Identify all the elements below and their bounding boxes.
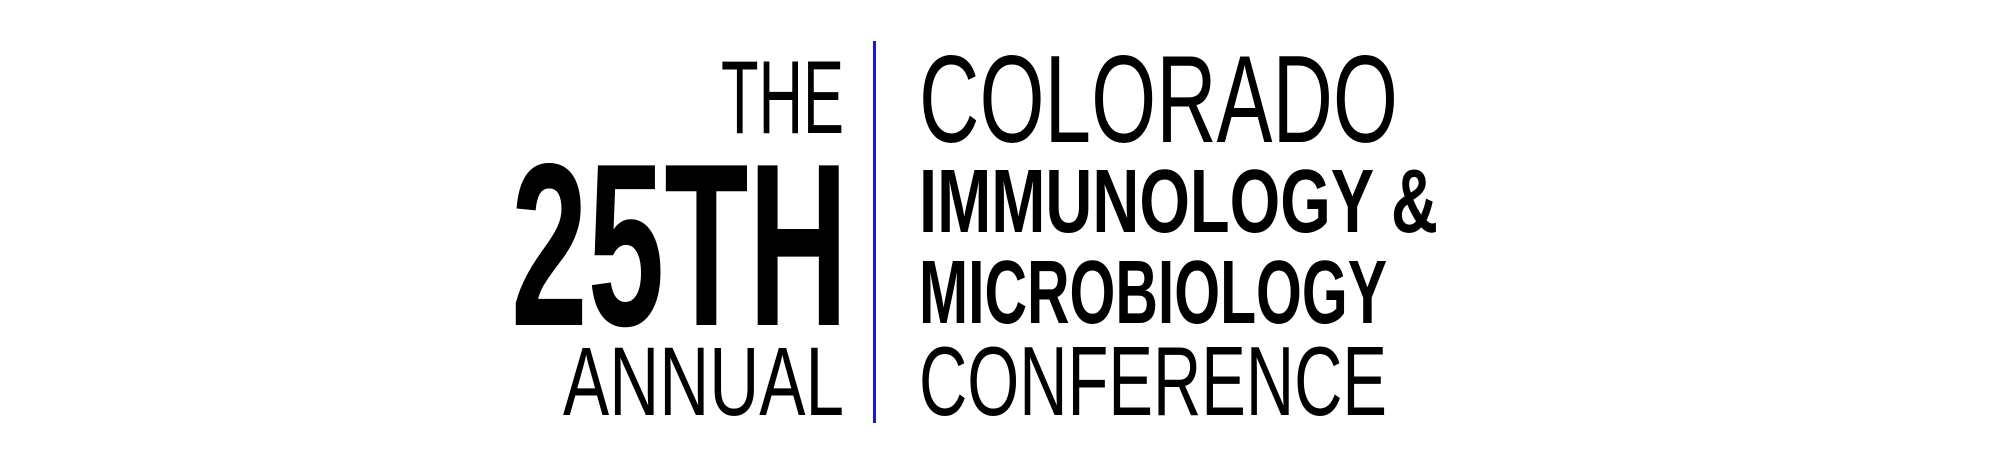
logo-annual: ANNUAL	[563, 327, 844, 436]
logo-the: THE	[721, 40, 844, 156]
logo-immunology: IMMUNOLOGY &	[919, 152, 1438, 252]
logo-colorado: COLORADO	[919, 31, 1398, 169]
logo-25th: 25TH	[511, 116, 848, 375]
logo-microbiology: MICROBIOLOGY	[919, 243, 1387, 343]
logo-divider	[873, 41, 876, 423]
logo-conference: CONFERENCE	[919, 326, 1387, 436]
